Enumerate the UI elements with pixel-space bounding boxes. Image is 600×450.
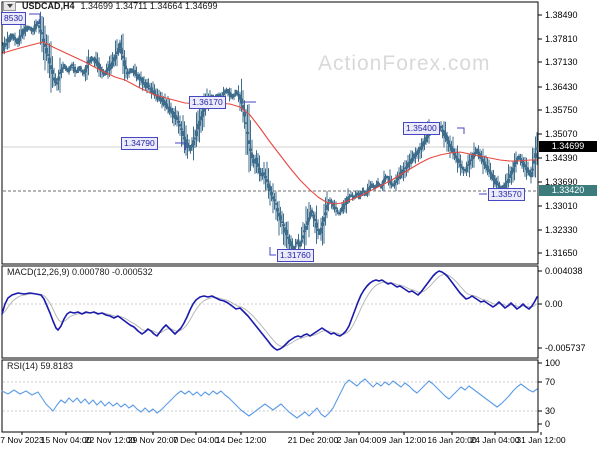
symbol-label: USDCAD,H4 (22, 1, 75, 11)
rsi-indicator-label: RSI(14) 59.8183 (7, 361, 74, 371)
y-axis-tick-label: 1.35070 (545, 129, 578, 139)
price-badge: 1.34699 (539, 141, 597, 152)
time-axis-label: 16 Jan 20:00 (427, 435, 477, 445)
time-axis-label: 14 Dec 12:00 (215, 435, 267, 445)
y-axis-tick-label: 1.36430 (545, 82, 578, 92)
price-callout-label[interactable]: 1.36170 (189, 96, 226, 109)
watermark: ActionForex.com (318, 52, 491, 75)
y-axis-tick-label: 1.35750 (545, 105, 578, 115)
y-axis-tick-label: 1.33010 (545, 201, 578, 211)
y-axis-tick-label: 1.33690 (545, 177, 578, 187)
y-axis-tick-label: 1.34390 (545, 153, 578, 163)
price-badge: 1.33420 (539, 185, 597, 196)
price-callout-label[interactable]: 8530 (1, 12, 26, 25)
y-axis-tick-label: 1.31650 (545, 248, 578, 258)
chart-titlebar: USDCAD,H4 1.34699 1.34711 1.34664 1.3469… (3, 1, 217, 11)
chevron-down-icon (6, 4, 13, 8)
time-axis-label: 31 Jan 12:00 (516, 435, 566, 445)
macd-indicator-label: MACD(12,26,9) 0.000780 -0.000532 (7, 267, 153, 277)
time-axis-label: 2 Jan 04:00 (336, 435, 382, 445)
time-axis-label: 29 Nov 20:00 (127, 435, 179, 445)
y-axis-tick-label: 1.38490 (545, 10, 578, 20)
y-axis-tick-label: 0.004038 (545, 266, 583, 276)
time-axis-label: 9 Jan 12:00 (381, 435, 427, 445)
symbol-dropdown-button[interactable] (3, 1, 16, 11)
y-axis-tick-label: -0.005737 (545, 343, 586, 353)
price-callout-label[interactable]: 1.33570 (488, 188, 525, 201)
time-axis-label: 24 Jan 04:00 (470, 435, 520, 445)
price-callout-label[interactable]: 1.31760 (277, 249, 314, 262)
time-axis-label: 15 Nov 04:00 (40, 435, 92, 445)
y-axis-tick-label: 0 (545, 419, 551, 429)
y-axis-tick-label: 100 (545, 358, 561, 368)
y-axis-tick-label: 1.32330 (545, 225, 578, 235)
ohlc-values: 1.34699 1.34711 1.34664 1.34699 (80, 1, 218, 11)
y-axis-tick-label: 0.00 (545, 299, 563, 309)
y-axis-tick-label: 70 (545, 377, 556, 387)
time-axis-label: 22 Nov 12:00 (84, 435, 136, 445)
time-axis-label: 7 Nov 2023 (0, 435, 44, 445)
price-callout-label[interactable]: 1.35400 (403, 122, 440, 135)
y-axis-tick-label: 1.37810 (545, 34, 578, 44)
time-axis-label: 21 Dec 20:00 (287, 435, 339, 445)
y-axis-tick-label: 1.37130 (545, 57, 578, 67)
y-axis-tick-label: 30 (545, 406, 556, 416)
price-callout-label[interactable]: 1.34790 (121, 137, 158, 150)
time-axis-label: 7 Dec 04:00 (173, 435, 219, 445)
